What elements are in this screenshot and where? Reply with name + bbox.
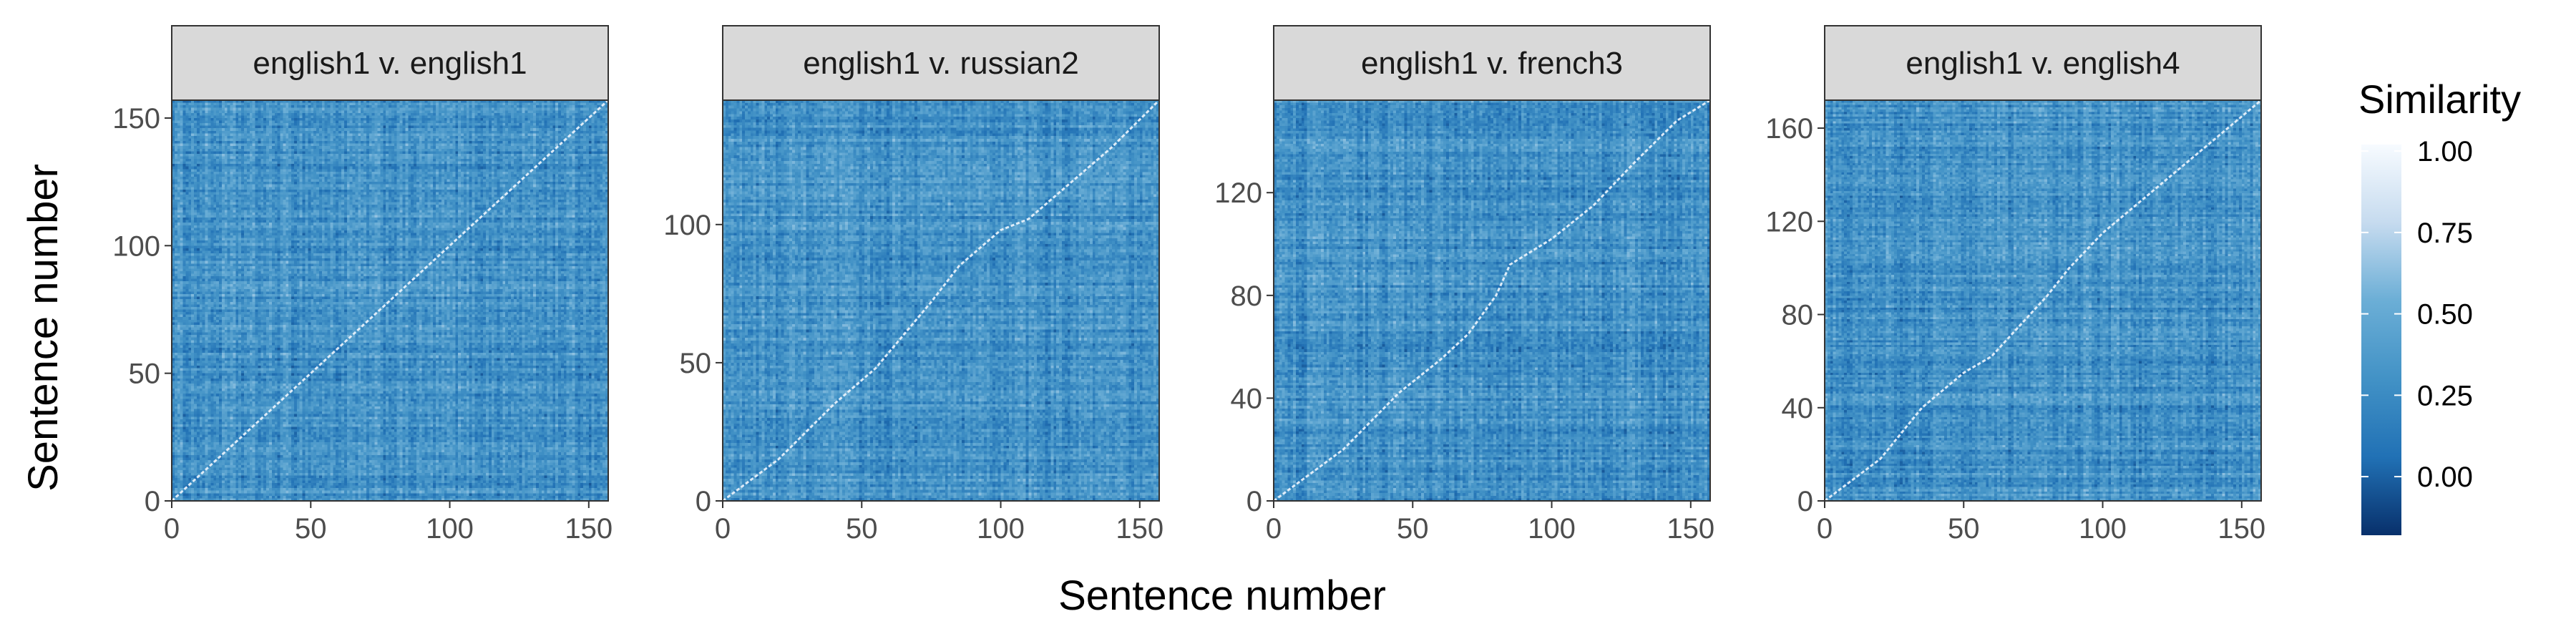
- x-tick-label: 50: [846, 513, 878, 545]
- legend: Similarity 1.00 0.75 0.50 0.25 0.00: [2358, 77, 2521, 535]
- legend-label: 0.75: [2417, 218, 2473, 249]
- y-tick-label: 0: [1797, 486, 1813, 517]
- x-axis-title: Sentence number: [1058, 572, 1386, 619]
- panel-title: english1 v. english4: [1906, 46, 2180, 81]
- x-tick-label: 100: [977, 513, 1025, 545]
- panel-title: english1 v. english1: [253, 46, 527, 81]
- panel-title: english1 v. french3: [1361, 46, 1623, 81]
- alignment-diagonal: [722, 99, 1161, 502]
- panel-strip: [1824, 25, 2262, 101]
- x-tick-label: 100: [426, 513, 474, 545]
- legend-ticks: 1.00 0.75 0.50 0.25 0.00: [2361, 136, 2473, 493]
- heatmap-cells: [723, 100, 1159, 501]
- y-tick-label: 120: [1214, 177, 1262, 209]
- y-tick-label: 100: [663, 210, 711, 241]
- y-tick-label: 160: [1765, 113, 1813, 145]
- x-tick-label: 0: [1266, 513, 1282, 545]
- y-tick-label: 50: [680, 348, 712, 379]
- y-tick-label: 150: [112, 103, 160, 135]
- alignment-diagonal: [1273, 99, 1711, 502]
- y-tick-label: 80: [1231, 280, 1263, 312]
- x-tick-label: 50: [295, 513, 327, 545]
- panel-border: [1824, 99, 2262, 502]
- panel-3: english1 v. french3 0 50 100 150 0 40 80 120: [1214, 25, 1714, 545]
- y-tick-label: 50: [129, 358, 161, 390]
- legend-label: 0.00: [2417, 462, 2473, 493]
- y-tick-label: 40: [1782, 393, 1814, 424]
- panel-4: english1 v. english4 0 50 100 150 0 40 80 120 160: [1765, 25, 2265, 545]
- legend-colorbar: [2361, 145, 2401, 535]
- legend-label: 0.25: [2417, 380, 2473, 411]
- y-tick-label: 40: [1231, 383, 1263, 414]
- panel-2: english1 v. russian2 0 50 100 150 0 50 100: [663, 25, 1163, 545]
- panel-strip: [1273, 25, 1711, 101]
- x-tick-label: 50: [1397, 513, 1429, 545]
- panel-strip: [722, 25, 1160, 101]
- panel-strip: [171, 25, 609, 101]
- x-tick-label: 150: [565, 513, 613, 545]
- x-tick-label: 150: [1667, 513, 1714, 545]
- x-tick-label: 0: [715, 513, 731, 545]
- y-tick-label: 120: [1765, 206, 1813, 238]
- legend-label: 1.00: [2417, 136, 2473, 167]
- panel-border: [1273, 99, 1711, 502]
- x-tick-label: 100: [1528, 513, 1576, 545]
- x-tick-label: 0: [164, 513, 180, 545]
- panel-border: [171, 99, 609, 502]
- x-tick-label: 150: [2218, 513, 2265, 545]
- y-axis-title: Sentence number: [20, 164, 67, 492]
- y-tick-label: 80: [1782, 300, 1814, 331]
- y-tick-label: 0: [1246, 486, 1262, 517]
- panel-border: [722, 99, 1160, 502]
- y-tick-label: 0: [696, 486, 711, 517]
- x-tick-label: 150: [1116, 513, 1163, 545]
- x-tick-label: 0: [1817, 513, 1833, 545]
- y-tick-label: 100: [112, 230, 160, 262]
- panel-title: english1 v. russian2: [803, 46, 1079, 81]
- alignment-diagonal: [170, 99, 610, 502]
- legend-label: 0.50: [2417, 299, 2473, 331]
- legend-title: Similarity: [2358, 77, 2521, 122]
- x-tick-label: 50: [1948, 513, 1980, 545]
- alignment-diagonal: [1824, 99, 2262, 502]
- x-tick-label: 100: [2079, 513, 2127, 545]
- y-tick-label: 0: [145, 486, 160, 517]
- panel-1: english1 v. english1 0 50 100 150 0 50 100 150: [112, 25, 613, 545]
